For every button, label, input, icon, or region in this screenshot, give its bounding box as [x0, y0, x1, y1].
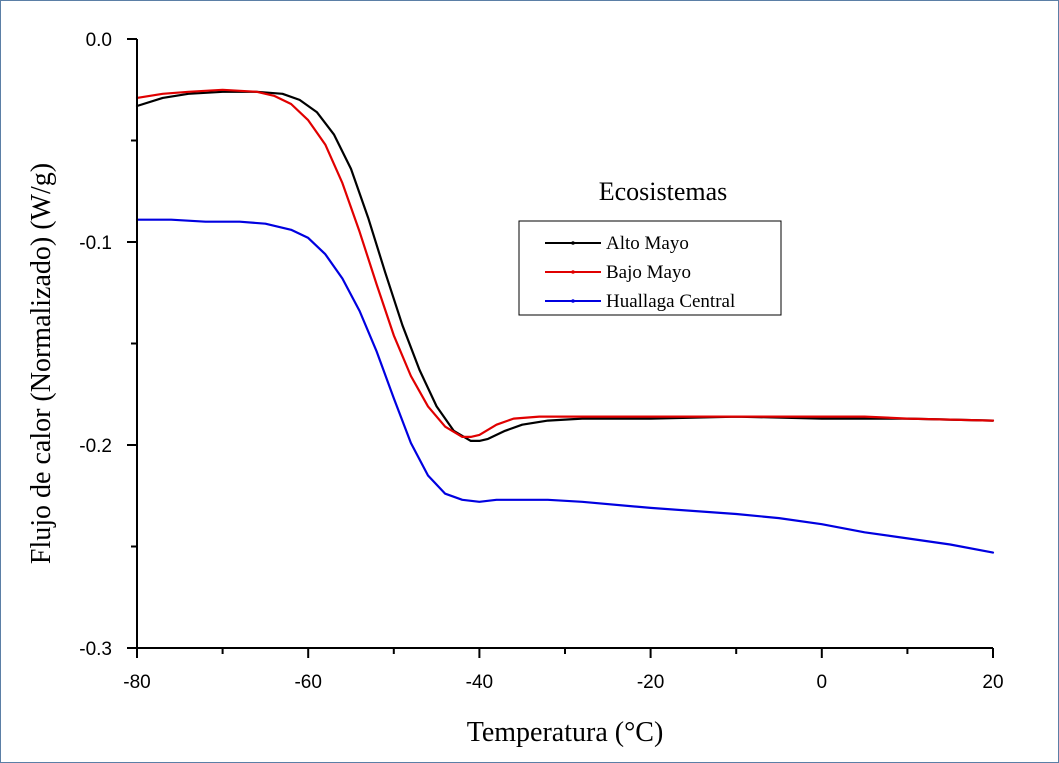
x-tick-label: 0	[817, 672, 828, 693]
y-axis-title: Flujo de calor (Normalizado) (W/g)	[26, 163, 57, 564]
x-tick-label: -20	[637, 672, 664, 693]
legend-marker-1	[571, 270, 575, 274]
series-line-1	[135, 88, 995, 438]
legend-marker-2	[571, 299, 575, 303]
series-line-2	[135, 218, 995, 554]
x-tick-label: -80	[123, 672, 150, 693]
legend-label-2: Huallaga Central	[606, 291, 735, 312]
legend: Ecosistemas Alto Mayo Bajo Mayo Huallaga C…	[518, 177, 782, 316]
x-tick-label: 20	[982, 672, 1003, 693]
x-axis-title: Temperatura (°C)	[467, 717, 664, 748]
axes-layer	[136, 39, 993, 649]
legend-label-0: Alto Mayo	[606, 233, 689, 254]
y-tick-label: -0.2	[79, 436, 112, 457]
legend-marker-0	[571, 241, 575, 245]
legend-box	[518, 220, 782, 316]
series-line-0	[135, 90, 995, 442]
x-tick-label: -60	[294, 672, 321, 693]
series-layer	[135, 88, 995, 554]
x-tick-label: -40	[466, 672, 493, 693]
y-tick-label: 0.0	[86, 30, 112, 51]
legend-title: Ecosistemas	[599, 177, 728, 206]
y-tick-label: -0.3	[79, 639, 112, 660]
legend-label-1: Bajo Mayo	[606, 262, 691, 283]
ticks-layer: -80 -60 -40 -20 0 20 0.0 -0.1 -0.2 -0.3	[79, 30, 1003, 693]
y-tick-label: -0.1	[79, 233, 112, 254]
legend-entries: Alto Mayo Bajo Mayo Huallaga Central	[545, 233, 735, 312]
